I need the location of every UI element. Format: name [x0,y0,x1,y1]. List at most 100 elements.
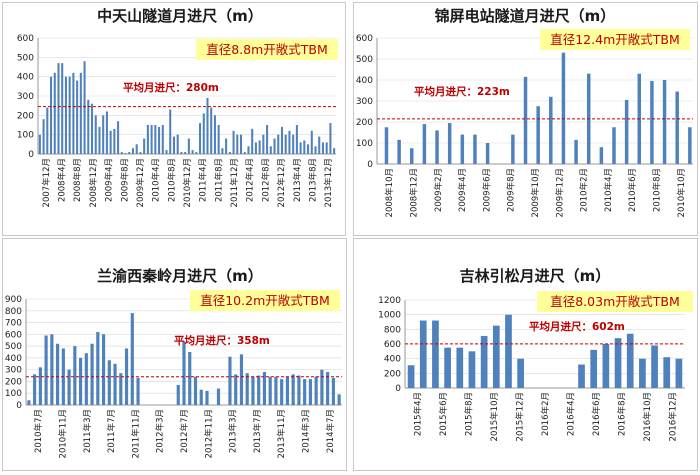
bar [314,376,318,405]
x-tick-label: 2011年3月 [82,409,93,453]
x-tick-label: 2015年4月 [413,392,424,436]
x-tick-label: 2012年7月 [179,409,190,453]
x-tick-label: 2009年6月 [481,168,492,212]
y-tick-label: 200 [356,118,373,128]
bar [176,384,180,405]
bar [188,352,192,405]
bar [480,335,488,388]
bar [291,374,295,405]
chart-panel-yinsong: 吉林引松月进尺（m） 0 200 400 600 800 1000 1200 2015年4月 2… [353,238,698,471]
y-tick-label: 200 [17,111,34,121]
badge-box [540,29,690,50]
bar [511,134,515,164]
x-tick-label: 2010年12月 [182,158,193,207]
bar [90,103,94,154]
bar [384,127,389,164]
x-tick-label: 2010年8月 [652,168,663,212]
bar [614,338,622,388]
x-tick-label: 2012年11月 [203,409,214,458]
bar [269,146,272,154]
x-tick-label: 2009年4月 [457,168,468,212]
bar [50,334,54,405]
y-tick-label: 300 [5,366,22,376]
bar [308,379,312,405]
bar [72,72,75,154]
bar [258,140,261,154]
bar [492,325,500,388]
bar [650,81,654,164]
bar [76,80,79,154]
bar [419,320,427,388]
bar [87,99,90,154]
y-tick-label: 600 [356,34,373,44]
bar [314,146,317,154]
bar [120,152,123,154]
bar [331,377,335,405]
bar [199,389,203,405]
y-tick-label: 400 [17,73,34,83]
bar [277,134,280,154]
bar [612,127,616,164]
x-tick-label: 2008年12月 [88,158,99,207]
bar [273,138,276,154]
bar [320,369,324,405]
bar [94,115,97,154]
bar [422,124,427,164]
bar [117,121,120,154]
x-tick-label: 2010年2月 [579,168,590,212]
bar [50,76,53,154]
y-tick-label: 0 [395,384,401,394]
x-tick-label: 2016年8月 [616,392,627,436]
bar [202,113,205,154]
average-label: 平均月进尺：223m [414,85,510,98]
bar [268,376,272,405]
bar [251,128,254,154]
x-tick-label: 2015年6月 [438,392,449,436]
bar [245,373,249,405]
chart-frame [353,238,698,471]
bar [44,335,48,405]
bar [180,152,183,154]
bar [326,372,330,405]
y-tick-label: 600 [5,330,22,340]
bar [460,134,465,164]
bar [624,99,629,164]
bar [68,76,71,154]
x-tick-label: 2008年4月 [57,158,68,202]
y-tick-label: 200 [384,369,401,379]
x-tick-label: 2011年8月 [213,158,224,202]
bar [284,134,287,154]
bar [590,349,598,388]
bar [247,146,250,154]
x-tick-label: 2010年4月 [603,168,614,212]
x-tick-label: 2013年12月 [323,158,334,207]
bar [84,353,88,405]
bar [102,115,105,154]
chart-panel-xiqinling: 兰渝西秦岭月进尺（m） 0 100 200 300 400 500 600 700 800 900… [2,238,347,471]
bar [113,128,116,154]
bar [42,119,45,154]
bar [234,374,238,405]
bar [410,148,414,164]
y-tick-label: 500 [356,55,373,65]
y-tick-label: 0 [28,150,34,160]
x-tick-label: 2011年4月 [198,158,209,202]
x-tick-label: 2012年12月 [276,158,287,207]
bar [285,376,289,405]
bar [105,111,108,154]
bar [193,376,198,405]
y-tick-label: 400 [356,76,373,86]
bar [274,376,278,405]
bar [236,134,239,154]
bar [161,125,164,154]
bar [184,152,187,154]
x-tick-label: 2011年7月 [106,409,117,453]
average-label: 平均月进尺：602m [529,320,625,333]
bar [578,364,585,388]
x-tick-label: 2011年12月 [229,158,240,207]
x-tick-label: 2008年8月 [72,158,83,202]
bar [101,334,106,405]
bar [53,72,56,154]
bar [280,379,284,405]
bar [182,341,186,405]
